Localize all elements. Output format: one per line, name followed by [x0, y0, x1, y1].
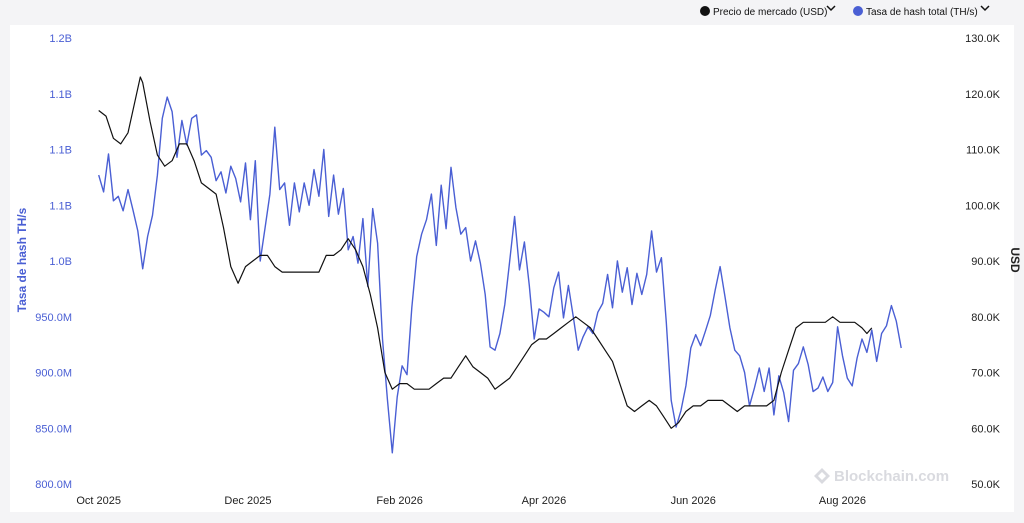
- legend[interactable]: Precio de mercado (USD) Tasa de hash tot…: [700, 5, 990, 18]
- right-tick-label: 80.0K: [971, 312, 1000, 324]
- right-tick-label: 70.0K: [971, 368, 1000, 380]
- left-axis-ticks: 800.0M 850.0M 900.0M 950.0M 1.0B 1.1B 1.1B 1.1B…: [35, 33, 72, 491]
- left-tick-label: 950.0M: [35, 312, 72, 324]
- legend-hash-marker: [853, 6, 863, 16]
- right-axis-title: USD: [1008, 247, 1022, 273]
- x-tick-label: Apr 2026: [522, 495, 567, 507]
- right-tick-label: 60.0K: [971, 423, 1000, 435]
- right-axis-ticks: 50.0K 60.0K 70.0K 80.0K 90.0K 100.0K 110.0K 120…: [965, 33, 1001, 491]
- x-tick-label: Aug 2026: [819, 495, 866, 507]
- legend-price-label[interactable]: Precio de mercado (USD): [713, 7, 827, 18]
- left-tick-label: 1.0B: [49, 256, 72, 268]
- left-tick-label: 1.1B: [49, 200, 72, 212]
- left-tick-label: 1.1B: [49, 145, 72, 157]
- right-tick-label: 120.0K: [965, 89, 1001, 101]
- watermark: Blockchain.com: [814, 468, 949, 485]
- left-tick-label: 1.1B: [49, 89, 72, 101]
- x-tick-label: Oct 2025: [76, 495, 121, 507]
- right-tick-label: 90.0K: [971, 256, 1000, 268]
- right-tick-label: 100.0K: [965, 200, 1001, 212]
- watermark-text: Blockchain.com: [834, 468, 949, 485]
- hash-rate-series-line: [98, 96, 902, 454]
- chevron-down-icon[interactable]: [980, 5, 990, 12]
- chevron-down-icon[interactable]: [826, 5, 836, 12]
- x-tick-label: Jun 2026: [671, 495, 716, 507]
- left-tick-label: 800.0M: [35, 479, 72, 491]
- left-tick-label: 1.2B: [49, 33, 72, 45]
- right-tick-label: 50.0K: [971, 479, 1000, 491]
- legend-hash-label[interactable]: Tasa de hash total (TH/s): [866, 7, 978, 18]
- right-tick-label: 110.0K: [966, 145, 1001, 157]
- x-tick-label: Feb 2026: [376, 495, 422, 507]
- legend-price-marker: [700, 6, 710, 16]
- right-tick-label: 130.0K: [965, 33, 1001, 45]
- series-layer: [98, 76, 902, 454]
- left-tick-label: 850.0M: [35, 423, 72, 435]
- market-price-series-line: [98, 76, 873, 429]
- blockchain-logo-icon: [814, 468, 830, 484]
- left-axis-title: Tasa de hash TH/s: [15, 207, 29, 312]
- plot-background: [10, 25, 1014, 512]
- left-tick-label: 900.0M: [35, 368, 72, 380]
- x-axis-ticks: Oct 2025 Dec 2025 Feb 2026 Apr 2026 Jun 2026…: [76, 495, 866, 507]
- x-tick-label: Dec 2025: [224, 495, 271, 507]
